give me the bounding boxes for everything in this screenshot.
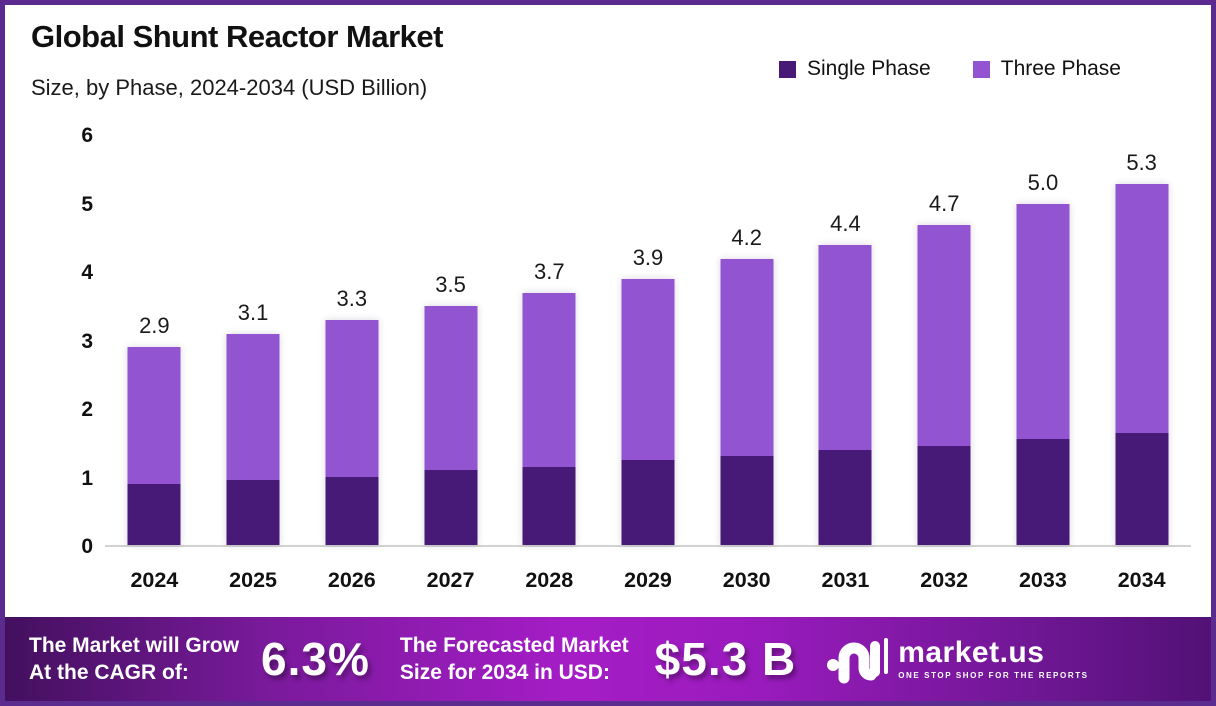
three-phase-segment <box>127 347 181 484</box>
single-phase-segment <box>917 446 971 545</box>
bar-group-2032: 4.7 2032 <box>895 136 994 592</box>
bar-total-label: 3.1 <box>237 299 269 325</box>
bar-total-label: 3.9 <box>632 245 664 271</box>
legend-item-three-phase: Three Phase <box>972 57 1121 81</box>
three-phase-segment <box>818 245 872 450</box>
single-phase-segment <box>127 483 181 545</box>
marketus-logo-tagline: ONE STOP SHOP FOR THE REPORTS <box>898 671 1089 680</box>
stacked-bar-2030 <box>720 258 774 545</box>
three-phase-segment <box>917 224 971 447</box>
y-tick-label: 0 <box>81 535 93 558</box>
three-phase-segment <box>424 306 478 471</box>
three-phase-segment <box>621 279 675 460</box>
x-axis-label-2027: 2027 <box>426 568 475 592</box>
marketus-logo-mark <box>827 638 889 684</box>
three-phase-segment <box>325 320 379 477</box>
x-axis-label-2032: 2032 <box>920 568 969 592</box>
x-axis-label-2026: 2026 <box>327 568 376 592</box>
bar-group-2026: 3.3 2026 <box>302 136 401 592</box>
three-phase-segment <box>1115 183 1169 433</box>
legend-label: Three Phase <box>1000 57 1121 80</box>
bar-total-label: 4.4 <box>830 211 861 237</box>
single-phase-segment <box>522 466 576 545</box>
bar-total-label: 5.3 <box>1126 149 1157 175</box>
legend-label: Single Phase <box>806 57 931 80</box>
forecast-caption-line2: Size for 2034 in USD: <box>399 661 610 684</box>
single-phase-segment <box>818 449 872 545</box>
cagr-caption-line1: The Market will Grow <box>29 633 240 657</box>
bar-total-label: 5.0 <box>1027 170 1059 196</box>
x-axis-label-2025: 2025 <box>229 568 277 592</box>
stacked-bar-2024 <box>127 347 181 545</box>
x-axis-label-2024: 2024 <box>130 568 179 592</box>
stacked-bar-2025 <box>226 333 280 545</box>
page-subtitle: Size, by Phase, 2024-2034 (USD Billion) <box>31 75 428 100</box>
y-tick-label: 4 <box>81 261 93 284</box>
x-axis-label-2028: 2028 <box>525 568 574 592</box>
stacked-bar-2033 <box>1016 204 1070 545</box>
cagr-value: 6.3% <box>261 633 370 685</box>
single-phase-segment <box>1115 432 1169 545</box>
stacked-bar-2032 <box>917 224 971 545</box>
x-axis-label-2034: 2034 <box>1117 568 1166 592</box>
single-phase-swatch-icon <box>778 60 796 78</box>
stacked-bar-2028 <box>522 292 576 545</box>
bar-group-2025: 3.1 2025 <box>204 136 303 592</box>
stacked-bar-chart: 2.9 2024 3.1 2025 3.3 2026 3.5 2027 3.7 2028 3.9 20… <box>105 136 1191 592</box>
single-phase-segment <box>226 480 280 545</box>
bar-total-label: 3.5 <box>435 272 466 298</box>
single-phase-segment <box>325 476 379 545</box>
bar-total-label: 3.7 <box>533 258 565 284</box>
x-axis-label-2031: 2031 <box>821 568 870 592</box>
page-title: Global Shunt Reactor Market <box>31 19 443 54</box>
forecast-value: $5.3 B <box>654 633 797 685</box>
marketus-logo-text: market.us ONE STOP SHOP FOR THE REPORTS <box>898 636 1089 681</box>
bar-group-2031: 4.4 2031 <box>796 136 895 592</box>
stacked-bar-2027 <box>424 306 478 545</box>
legend-item-single-phase: Single Phase <box>778 57 931 81</box>
single-phase-segment <box>720 456 774 545</box>
single-phase-segment <box>424 470 478 545</box>
marketus-logo: market.us ONE STOP SHOP FOR THE REPORTS <box>826 632 1088 686</box>
x-axis-label-2033: 2033 <box>1018 568 1067 592</box>
marketus-logo-name: market.us <box>898 636 1045 669</box>
forecast-caption-line1: The Forecasted Market <box>399 633 629 657</box>
bar-group-2033: 5.0 2033 <box>994 136 1093 592</box>
bar-total-label: 3.3 <box>336 286 368 312</box>
chart-legend: Single Phase Three Phase <box>778 57 1121 81</box>
bar-total-label: 4.7 <box>928 190 960 216</box>
three-phase-swatch-icon <box>972 60 990 78</box>
bottom-banner: The Market will Grow At the CAGR of: 6.3… <box>5 617 1211 701</box>
y-tick-label: 3 <box>81 329 93 353</box>
y-tick-label: 2 <box>81 398 93 421</box>
three-phase-segment <box>720 258 774 457</box>
stacked-bar-2034 <box>1115 183 1169 545</box>
stacked-bar-2026 <box>325 320 379 545</box>
y-axis: 0 1 2 3 4 5 6 <box>55 124 93 558</box>
bar-total-label: 2.9 <box>139 313 170 339</box>
stacked-bar-2031 <box>818 245 872 545</box>
cagr-caption-line2: At the CAGR of: <box>29 661 189 684</box>
y-tick-label: 1 <box>81 466 93 490</box>
three-phase-segment <box>226 333 280 481</box>
cagr-caption: The Market will Grow At the CAGR of: <box>29 632 239 687</box>
bar-group-2034: 5.3 2034 <box>1092 136 1191 592</box>
three-phase-segment <box>522 292 576 467</box>
bar-group-2024: 2.9 2024 <box>105 136 204 592</box>
stacked-bar-2029 <box>621 279 675 545</box>
three-phase-segment <box>1016 204 1070 440</box>
bar-group-2029: 3.9 2029 <box>599 136 698 592</box>
bar-group-2030: 4.2 2030 <box>697 136 796 592</box>
y-tick-label: 5 <box>81 192 93 216</box>
single-phase-segment <box>621 459 675 545</box>
x-axis-label-2030: 2030 <box>722 568 771 592</box>
y-tick-label: 6 <box>81 124 93 147</box>
forecast-caption: The Forecasted Market Size for 2034 in U… <box>400 632 629 687</box>
single-phase-segment <box>1016 439 1070 545</box>
bar-total-label: 4.2 <box>731 224 763 250</box>
bar-group-2028: 3.7 2028 <box>500 136 599 592</box>
bar-group-2027: 3.5 2027 <box>401 136 500 592</box>
x-axis-label-2029: 2029 <box>624 568 672 592</box>
